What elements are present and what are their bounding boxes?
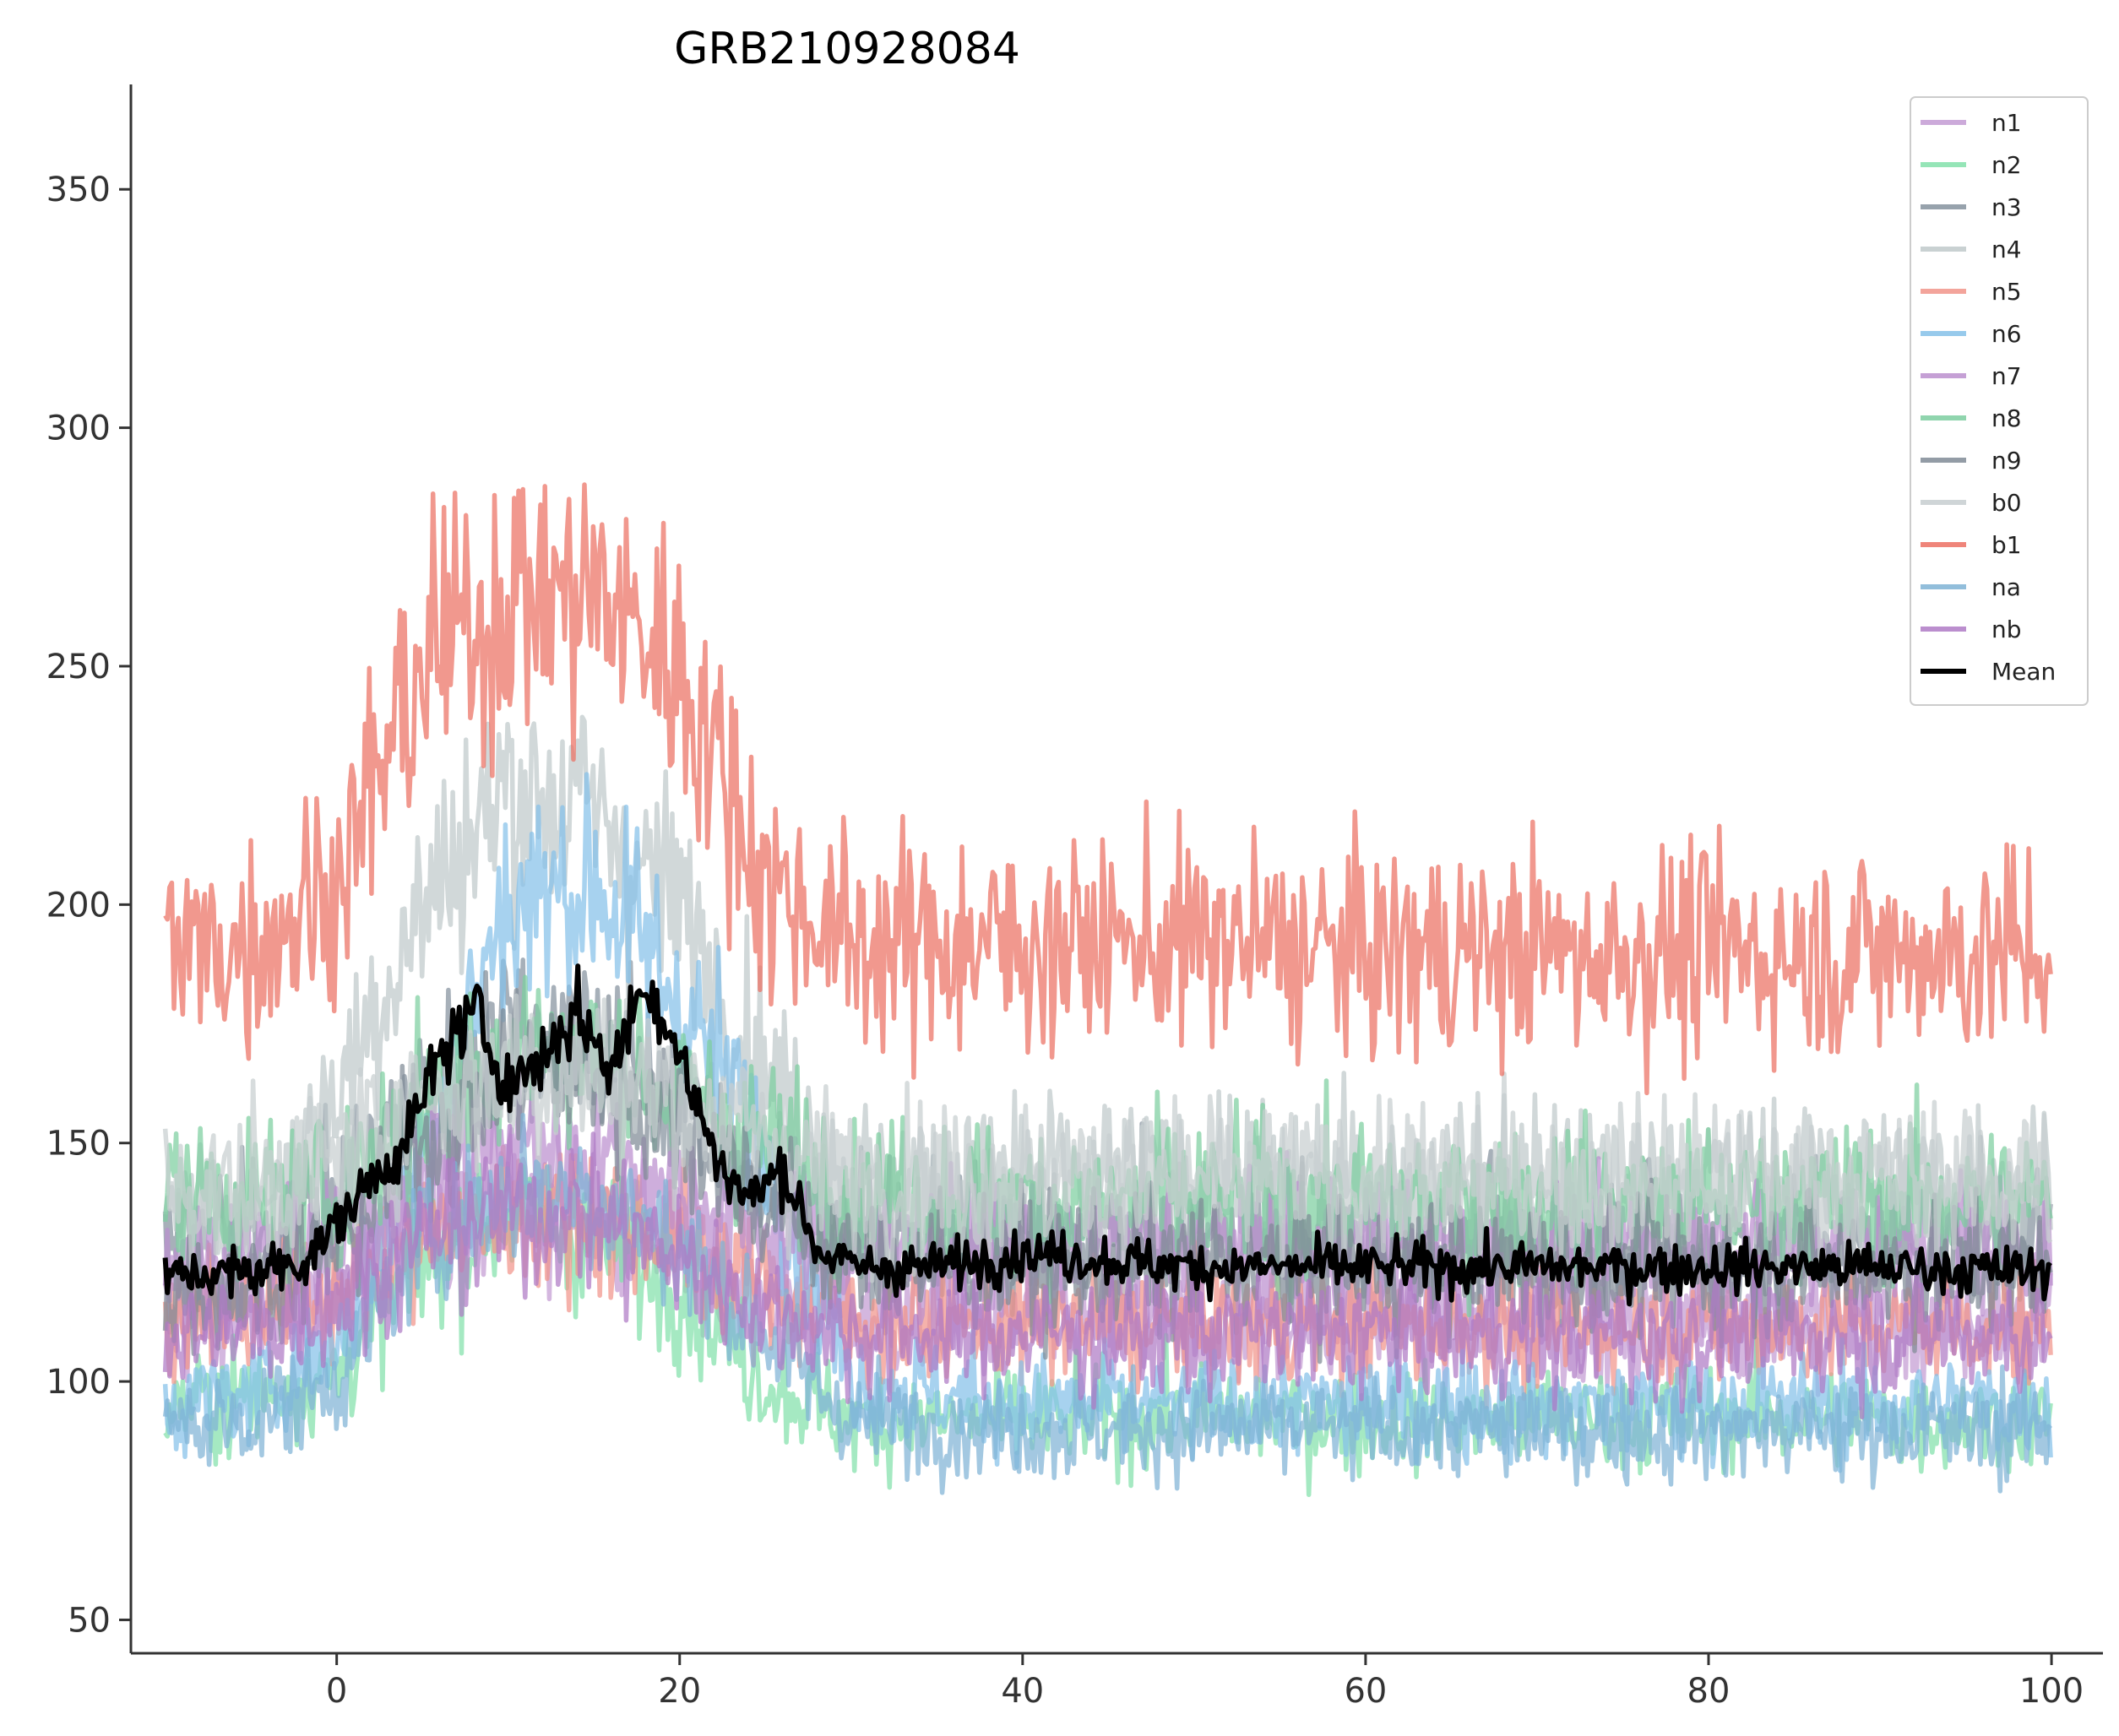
legend-label-na: na — [1991, 573, 2021, 601]
legend-label-n2: n2 — [1991, 151, 2022, 179]
x-tick-label: 20 — [658, 1672, 701, 1711]
x-tick-label: 80 — [1687, 1672, 1731, 1711]
y-tick-label: 250 — [46, 648, 111, 686]
y-tick-label: 50 — [68, 1601, 111, 1640]
legend-label-n8: n8 — [1991, 404, 2022, 432]
chart-title: GRB210928084 — [674, 24, 1020, 74]
legend-box — [1910, 97, 2088, 705]
y-tick-label: 300 — [46, 410, 111, 448]
y-tick-label: 100 — [46, 1363, 111, 1402]
legend: n1 n2 n3 n4 n5 n6 n7 n8 n9 b0 b1 na nb Mean — [1910, 97, 2088, 705]
y-tick-label: 150 — [46, 1125, 111, 1164]
legend-label-n3: n3 — [1991, 193, 2022, 221]
legend-label-b0: b0 — [1991, 489, 2022, 517]
legend-label-n7: n7 — [1991, 362, 2022, 390]
legend-label-nb: nb — [1991, 616, 2022, 643]
legend-label-n9: n9 — [1991, 447, 2022, 475]
legend-label-n4: n4 — [1991, 236, 2022, 263]
x-tick-label: 0 — [326, 1672, 347, 1711]
x-tick-label: 40 — [1001, 1672, 1044, 1711]
legend-label-n5: n5 — [1991, 278, 2022, 306]
legend-label-n6: n6 — [1991, 320, 2022, 348]
series-layer — [166, 485, 2051, 1495]
legend-label-b1: b1 — [1991, 531, 2022, 559]
legend-label-Mean: Mean — [1991, 658, 2056, 686]
x-tick-label: 100 — [2019, 1672, 2084, 1711]
y-tick-label: 200 — [46, 886, 111, 925]
y-tick-label: 350 — [46, 171, 111, 209]
legend-label-n1: n1 — [1991, 109, 2022, 137]
x-tick-label: 60 — [1344, 1672, 1387, 1711]
